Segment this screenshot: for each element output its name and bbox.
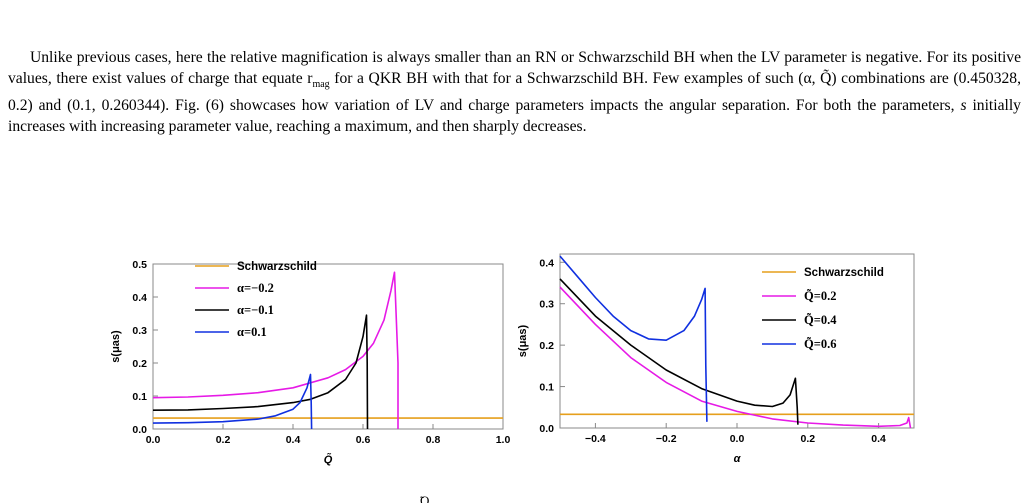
- legend-label: Q̃=0.4: [804, 313, 837, 327]
- y-axis-label: s(μas): [517, 324, 529, 357]
- y-tick-label: 0.1: [132, 391, 147, 403]
- series-line-3: [559, 255, 708, 422]
- series-line-1: [559, 286, 912, 429]
- caption-fragment: ̃Q: [420, 494, 430, 503]
- series-line-1: [152, 271, 399, 429]
- para-line-2a: LV parameter is negative. For its positi…: [8, 49, 1022, 87]
- legend-label: α=0.1: [237, 325, 267, 339]
- legend-label: α=−0.2: [237, 281, 274, 295]
- x-axis-label: α: [734, 453, 742, 465]
- plot-frame: [152, 263, 504, 430]
- series-line-3: [152, 373, 313, 430]
- y-tick-label: 0.0: [539, 423, 554, 435]
- legend-label: α=−0.1: [237, 303, 274, 317]
- para-line-4: (6) showcases how variation of LV and ch…: [205, 97, 955, 115]
- legend-label: Schwarzschild: [804, 267, 884, 279]
- legend-label: Q̃=0.2: [804, 289, 836, 303]
- figure-right: 0.0 0.1 0.2 0.3 0.4 −0.4 −0.2 0.0 0.2 0.4 α s(μas) S…: [517, 242, 940, 472]
- y-tick-label: 0.2: [132, 358, 147, 370]
- legend-label: Q̃=0.6: [804, 337, 836, 351]
- chart-right-svg: 0.0 0.1 0.2 0.3 0.4 −0.4 −0.2 0.0 0.2 0.4 α s(μas) S…: [517, 253, 915, 465]
- x-tick-label: 0.8: [426, 434, 441, 446]
- y-tick-label: 0.4: [132, 292, 147, 304]
- y-tick-label: 0.4: [539, 257, 554, 269]
- s-symbol: s: [960, 97, 967, 115]
- y-tick-label: 0.1: [539, 382, 554, 394]
- x-tick-label: 1.0: [496, 434, 511, 446]
- x-tick-label: 0.4: [286, 434, 301, 446]
- y-tick-label: 0.5: [132, 259, 147, 271]
- body-paragraph: Unlike previous cases, here the relative…: [8, 47, 1021, 137]
- legend-label: Schwarzschild: [237, 261, 317, 273]
- series-line-2: [559, 278, 799, 425]
- x-tick-label: 0.6: [356, 434, 371, 446]
- x-tick-label: −0.2: [656, 433, 677, 445]
- y-tick-label: 0.0: [132, 424, 147, 436]
- x-tick-label: 0.0: [146, 434, 161, 446]
- para-line-2b: for a QKR BH with: [329, 70, 461, 87]
- para-line-5: initially increases with increasing para…: [8, 97, 1021, 136]
- x-tick-label: 0.2: [800, 433, 815, 445]
- x-tick-label: 0.0: [730, 433, 745, 445]
- mag-subscript: mag: [312, 79, 330, 91]
- y-tick-label: 0.3: [539, 299, 554, 311]
- x-tick-label: 0.2: [216, 434, 231, 446]
- page-bottom-fragment: ̃Q: [0, 494, 1029, 503]
- para-line-3: that for a Schwarzschild BH. Few example…: [8, 70, 1021, 115]
- x-axis-label: Q̃: [324, 453, 333, 466]
- series-line-2: [152, 314, 369, 430]
- para-line-1: Unlike previous cases, here the relative…: [30, 49, 757, 66]
- y-axis-label: s(μas): [110, 330, 122, 363]
- y-tick-label: 0.2: [539, 340, 554, 352]
- chart-left-svg: 0.0 0.1 0.2 0.3 0.4 0.5 0.0 0.2 0.4 0.6 0.8 1.0 Q̃ s(…: [110, 259, 511, 466]
- x-tick-label: −0.4: [585, 433, 606, 445]
- y-tick-label: 0.3: [132, 325, 147, 337]
- figure-left: 0.0 0.1 0.2 0.3 0.4 0.5 0.0 0.2 0.4 0.6 0.8 1.0 Q̃ s(…: [105, 252, 525, 472]
- x-tick-label: 0.4: [871, 433, 886, 445]
